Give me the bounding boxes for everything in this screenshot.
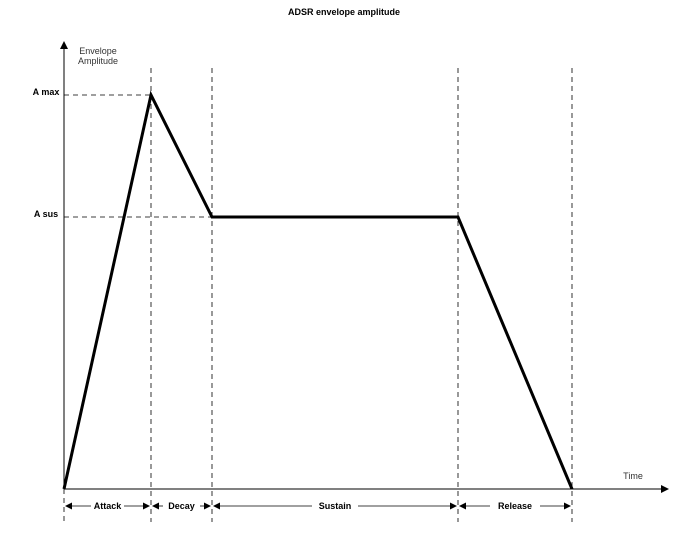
phase-label-attack: Attack xyxy=(94,501,123,511)
x-axis-label: Time xyxy=(623,471,643,481)
max-level-label: A max xyxy=(33,87,60,97)
phase-label-decay: Decay xyxy=(168,501,195,511)
y-axis-label-line-2: Amplitude xyxy=(78,56,118,66)
phase-label-sustain: Sustain xyxy=(319,501,352,511)
envelope-curve xyxy=(62,90,574,490)
y-axis-label-line-1: Envelope xyxy=(79,46,117,56)
diagram-title: ADSR envelope amplitude xyxy=(288,7,400,17)
sustain-level-label: A sus xyxy=(34,209,58,219)
phase-label-release: Release xyxy=(498,501,532,511)
